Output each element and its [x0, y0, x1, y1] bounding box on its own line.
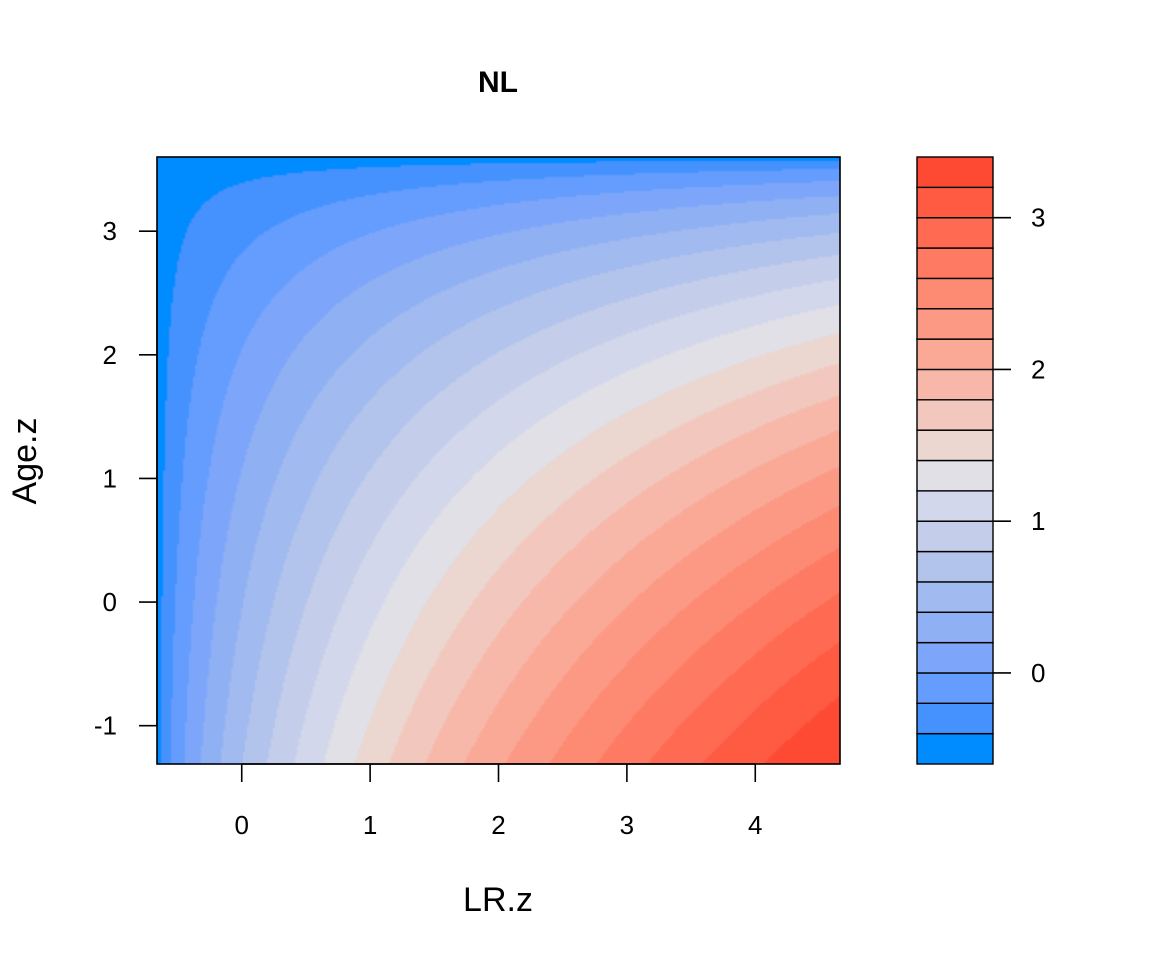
colorbar-swatch [916, 399, 994, 431]
x-tick-label: 3 [620, 810, 634, 840]
colorbar-swatch [916, 732, 994, 765]
colorbar-swatch [916, 247, 994, 280]
colorbar-swatch [916, 368, 994, 401]
plot-area [156, 156, 841, 765]
y-axis: -1 0 1 2 3 [94, 216, 158, 741]
colorbar-tick-label: 2 [1031, 354, 1045, 384]
colorbar-swatch [916, 581, 994, 613]
x-axis-label: LR.z [463, 881, 533, 919]
y-tick-label: 0 [103, 587, 117, 617]
colorbar-swatch [916, 429, 994, 462]
colorbar-swatch [916, 520, 994, 553]
colorbar-swatch [916, 459, 994, 492]
colorbar-axis: 0 1 2 3 [993, 203, 1045, 688]
contour-surface [157, 157, 840, 764]
y-tick-label: 3 [103, 216, 117, 246]
colorbar-swatch [916, 672, 994, 705]
y-tick-label: 2 [103, 340, 117, 370]
chart-title: NL [478, 66, 518, 99]
colorbar-swatch [916, 641, 994, 674]
colorbar-swatch [916, 216, 994, 249]
colorbar-swatch [916, 611, 994, 644]
y-tick-label: 1 [103, 463, 117, 493]
x-tick-label: 4 [748, 810, 762, 840]
colorbar-swatch [916, 156, 994, 189]
colorbar-swatch [916, 702, 994, 735]
colorbar-tick-label: 1 [1031, 506, 1045, 536]
x-tick-label: 1 [363, 810, 377, 840]
y-tick-label: -1 [94, 711, 117, 741]
colorbar-swatch [916, 308, 994, 340]
colorbar [916, 156, 994, 765]
colorbar-tick-label: 0 [1031, 658, 1045, 688]
colorbar-swatch [916, 186, 994, 219]
colorbar-swatch [916, 277, 994, 310]
x-axis: 0 1 2 3 4 [234, 763, 763, 840]
colorbar-swatch [916, 490, 994, 522]
x-tick-label: 0 [234, 810, 248, 840]
colorbar-swatch [916, 550, 994, 583]
y-axis-label: Age.z [6, 418, 44, 505]
x-tick-label: 2 [491, 810, 505, 840]
colorbar-swatch [916, 338, 994, 371]
colorbar-tick-label: 3 [1031, 203, 1045, 233]
